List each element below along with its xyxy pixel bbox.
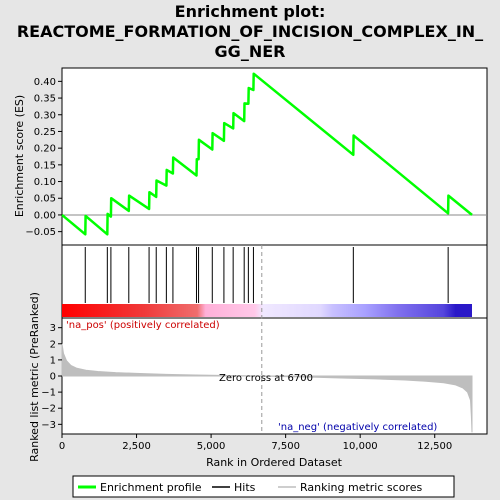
- xtick-label-0: 0: [59, 441, 65, 452]
- rank-ytick-label-6: 3: [50, 323, 56, 334]
- es-layer: [61, 72, 473, 236]
- es-ytick-label-4: 0.15: [34, 160, 56, 171]
- xtick-label-1: 2,500: [122, 441, 151, 452]
- enrichment-line: [61, 72, 473, 236]
- es-ytick-label-5: 0.20: [34, 144, 56, 155]
- rank-ytick-label-4: 1: [50, 355, 56, 366]
- pos-correlated-label: 'na_pos' (positively correlated): [66, 320, 220, 331]
- es-ytick-label-2: 0.05: [34, 194, 56, 205]
- chart-title-line-1: Enrichment plot:: [174, 2, 326, 21]
- x-axis-label: Rank in Ordered Dataset: [206, 456, 343, 469]
- chart-title-line-2: REACTOME_FORMATION_OF_INCISION_COMPLEX_I…: [16, 22, 484, 41]
- legend-enrichment-label: Enrichment profile: [100, 481, 202, 494]
- rank-ytick-label-2: −1: [41, 388, 56, 399]
- rank-color-bar: [62, 304, 472, 317]
- rank-ytick-label-3: 0: [50, 372, 56, 383]
- zero-cross-label: Zero cross at 6700: [219, 373, 313, 384]
- legend-box: [72, 475, 455, 498]
- xtick-label-2: 5,000: [197, 441, 226, 452]
- rank-ytick-label-5: 2: [50, 339, 56, 350]
- legend-hits-label: Hits: [234, 481, 256, 494]
- chart-title: Enrichment plot: REACTOME_FORMATION_OF_I…: [0, 2, 500, 62]
- ranking-metric-area: [61, 343, 473, 433]
- es-ytick-label-8: 0.35: [34, 94, 56, 105]
- es-y-axis-label: Enrichment score (ES): [13, 95, 26, 217]
- rank-ytick-label-0: −3: [41, 420, 56, 431]
- es-ytick-label-6: 0.25: [34, 127, 56, 138]
- es-ytick-label-0: −0.05: [25, 227, 56, 238]
- es-ytick-label-9: 0.40: [34, 77, 56, 88]
- rank-layer: [61, 343, 473, 433]
- xtick-label-5: 12,500: [417, 441, 452, 452]
- axes-layer: −0.05 0.00 0.05 0.10 0.15 0.20 0.25 0.30 0.35 0.4…: [25, 77, 452, 452]
- hits-layer: [84, 247, 449, 303]
- rank-ytick-label-1: −2: [41, 404, 56, 415]
- legend-ranking-label: Ranking metric scores: [300, 481, 422, 494]
- es-ytick-label-1: 0.00: [34, 210, 56, 221]
- es-panel: [61, 67, 488, 246]
- xtick-label-4: 10,000: [343, 441, 378, 452]
- xtick-label-3: 7,500: [271, 441, 300, 452]
- es-ytick-label-3: 0.10: [34, 177, 56, 188]
- rank-y-axis-label: Ranked list metric (PreRanked): [28, 292, 41, 462]
- chart-title-line-3: GG_NER: [214, 42, 286, 61]
- es-ytick-label-7: 0.30: [34, 110, 56, 121]
- neg-correlated-label: 'na_neg' (negatively correlated): [278, 422, 437, 433]
